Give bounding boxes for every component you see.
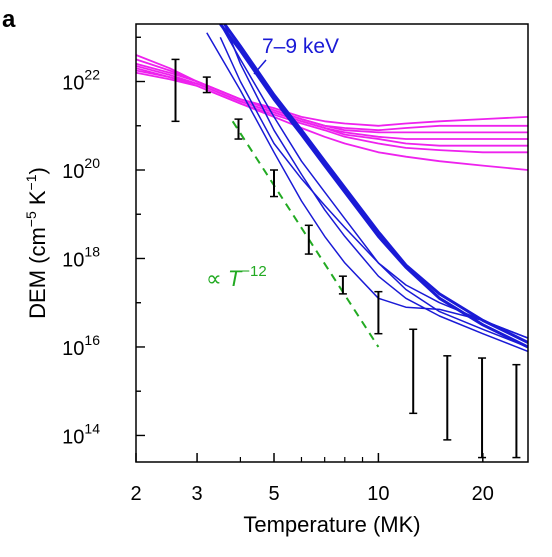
y-tick-exp-3: 20 xyxy=(84,155,100,171)
y-tick-base-0: 10 xyxy=(62,426,84,448)
y-tick-base-4: 10 xyxy=(62,73,84,95)
x-axis-title: Temperature (MK) xyxy=(243,512,420,537)
y-tick-exp-4: 22 xyxy=(84,67,100,83)
power-law-label: ∝ T−12 xyxy=(206,263,267,291)
y-axis-title: DEM (cm−5 K−1) xyxy=(23,167,50,319)
y-title-exp1: −5 xyxy=(23,211,39,227)
error-bars xyxy=(171,58,521,459)
band-label: 7–9 keV xyxy=(262,35,339,58)
y-tick-base-2: 10 xyxy=(62,249,84,271)
y-tick-exp-2: 18 xyxy=(84,243,100,259)
y-tick-label-2: 1018 xyxy=(62,243,100,271)
blue-series-line-10 xyxy=(206,32,528,339)
blue-series-line-8 xyxy=(223,24,528,344)
y-title-exp2: −1 xyxy=(23,174,39,190)
blue-series-line-9 xyxy=(219,36,528,339)
x-tick-label-1: 3 xyxy=(192,483,203,505)
x-tick-label-3: 10 xyxy=(367,483,389,505)
blue-series-line-12 xyxy=(219,24,528,348)
blue-series-line-7 xyxy=(219,24,528,349)
plot-frame xyxy=(135,23,529,463)
power-law-fit-line xyxy=(231,120,380,348)
y-tick-base-3: 10 xyxy=(62,161,84,183)
y-tick-exp-1: 16 xyxy=(84,332,100,348)
y-tick-label-4: 1022 xyxy=(62,67,100,95)
y-title-main: DEM (cm xyxy=(25,227,50,319)
y-title-end: ) xyxy=(25,167,50,174)
magenta-series-line-0 xyxy=(136,54,528,127)
y-tick-base-1: 10 xyxy=(62,338,84,360)
x-tick-label-4: 20 xyxy=(472,483,494,505)
band-label-leader xyxy=(253,59,267,75)
y-title-mid: K xyxy=(25,190,50,211)
y-tick-label-0: 1014 xyxy=(62,420,100,448)
y-tick-exp-0: 14 xyxy=(84,420,100,436)
y-tick-label-3: 1020 xyxy=(62,155,100,183)
y-tick-label-1: 1016 xyxy=(62,332,100,360)
magenta-series-line-6 xyxy=(136,71,528,171)
power-law-prefix: ∝ xyxy=(206,266,228,291)
x-tick-label-0: 2 xyxy=(130,483,141,505)
power-law-var: T xyxy=(228,266,243,291)
x-tick-label-2: 5 xyxy=(268,483,279,505)
plot-area xyxy=(136,24,528,353)
panel-label: a xyxy=(2,6,16,33)
magenta-series-line-2 xyxy=(136,62,528,134)
blue-series-line-11 xyxy=(223,24,528,353)
power-law-exp: −12 xyxy=(241,263,266,280)
magenta-series-line-4 xyxy=(136,67,528,147)
